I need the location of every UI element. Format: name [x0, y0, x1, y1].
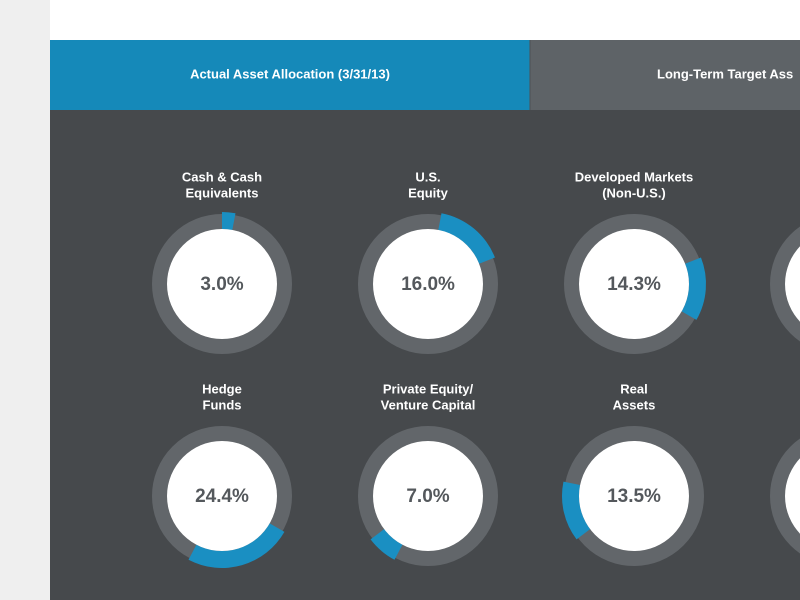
- chart-title: Real: [620, 381, 647, 396]
- arc: [222, 212, 236, 230]
- chart-title: Equity: [408, 185, 448, 200]
- value-label: 7.0%: [406, 486, 449, 507]
- value-label: 14.3%: [607, 274, 661, 295]
- ring-center: [579, 229, 689, 339]
- tab-active[interactable]: [50, 40, 530, 110]
- ring-cut: [770, 438, 800, 554]
- value-label: 13.5%: [607, 486, 661, 507]
- chart-title: Hedge: [202, 381, 242, 396]
- chart-title: (Non-U.S.): [602, 185, 666, 200]
- ring: [358, 214, 498, 354]
- ring-center: [167, 441, 277, 551]
- ring-center: [579, 441, 689, 551]
- value-label: 16.0%: [401, 274, 455, 295]
- top-bar: [50, 0, 800, 40]
- arc: [188, 523, 285, 568]
- chart-title: Assets: [613, 397, 656, 412]
- chart-title: Cash & Cash: [182, 169, 262, 184]
- chart-title: Venture Capital: [381, 397, 476, 412]
- arc: [562, 481, 591, 540]
- chart-title: Funds: [203, 397, 242, 412]
- arc: [681, 257, 706, 320]
- tab-inactive[interactable]: [530, 40, 800, 110]
- value-label: 3.0%: [200, 274, 243, 295]
- side-strip: [0, 0, 50, 600]
- chart-title: Private Equity/: [383, 381, 474, 396]
- tab-label[interactable]: Actual Asset Allocation (3/31/13): [190, 66, 390, 81]
- ring-cut: [770, 226, 800, 342]
- chart-title: U.S.: [415, 169, 440, 184]
- ring-center-cut: [785, 246, 800, 322]
- arc: [438, 213, 495, 264]
- ring: [358, 426, 498, 566]
- tab-label[interactable]: Long-Term Target Ass: [657, 66, 793, 81]
- arc: [370, 529, 403, 560]
- ring-center: [373, 229, 483, 339]
- ring-center: [373, 441, 483, 551]
- chart-title: Equivalents: [186, 185, 259, 200]
- ring-center: [167, 229, 277, 339]
- ring-center-cut: [785, 458, 800, 534]
- chart-title: Developed Markets: [575, 169, 694, 184]
- value-label: 24.4%: [195, 486, 249, 507]
